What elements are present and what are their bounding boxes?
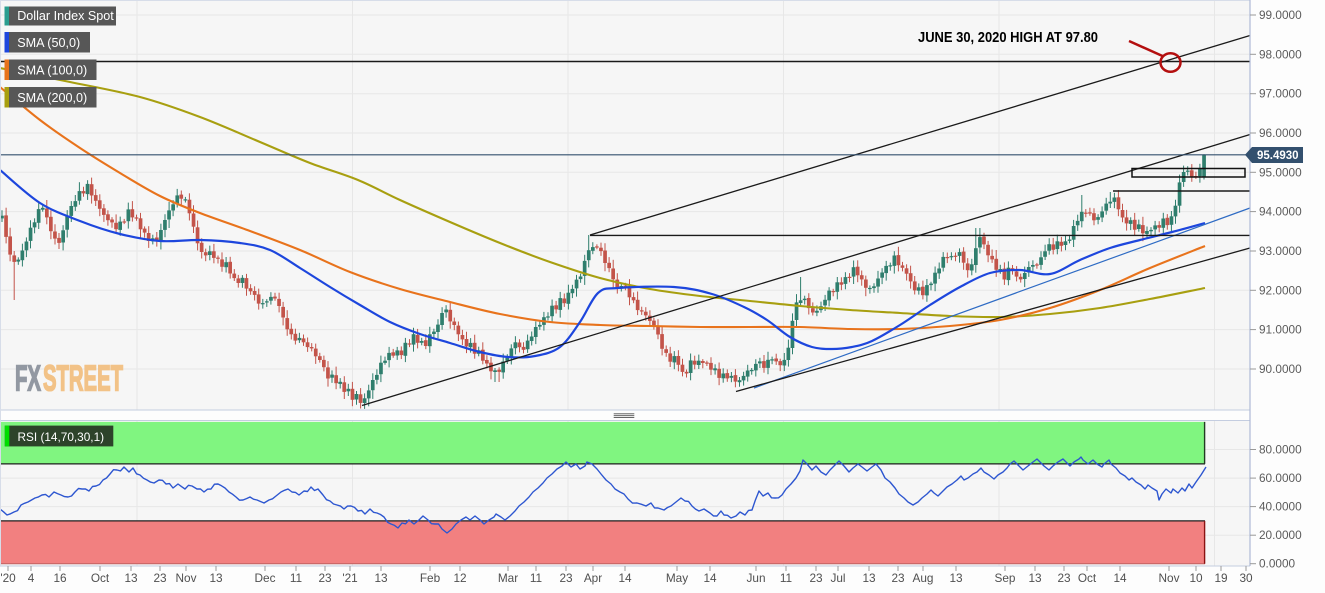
svg-text:23: 23 (559, 571, 573, 585)
svg-text:Feb: Feb (420, 571, 441, 585)
svg-text:11: 11 (530, 571, 542, 585)
svg-text:91.0000: 91.0000 (1259, 323, 1302, 337)
svg-text:90.0000: 90.0000 (1259, 362, 1302, 376)
svg-text:23: 23 (1057, 571, 1071, 585)
svg-text:0.0000: 0.0000 (1259, 557, 1296, 571)
svg-text:13: 13 (209, 571, 223, 585)
svg-text:60.0000: 60.0000 (1259, 471, 1302, 485)
svg-text:20.0000: 20.0000 (1259, 528, 1302, 542)
svg-text:'20: '20 (0, 571, 16, 585)
svg-text:SMA (50,0): SMA (50,0) (17, 36, 80, 50)
svg-text:97.0000: 97.0000 (1259, 87, 1302, 101)
svg-text:FX: FX (15, 358, 41, 399)
svg-text:23: 23 (891, 571, 905, 585)
svg-text:14: 14 (703, 571, 717, 585)
svg-text:Dec: Dec (255, 571, 276, 585)
svg-text:13: 13 (949, 571, 963, 585)
svg-text:Apr: Apr (584, 571, 602, 585)
svg-text:23: 23 (809, 571, 823, 585)
svg-text:99.0000: 99.0000 (1259, 8, 1302, 22)
svg-text:96.0000: 96.0000 (1259, 126, 1302, 140)
svg-text:Aug: Aug (913, 571, 934, 585)
svg-text:10: 10 (1189, 571, 1203, 585)
svg-text:May: May (666, 571, 688, 585)
svg-text:95.0000: 95.0000 (1259, 165, 1302, 179)
svg-text:SMA (100,0): SMA (100,0) (17, 64, 87, 78)
svg-text:JUNE 30, 2020 HIGH AT 97.80: JUNE 30, 2020 HIGH AT 97.80 (918, 30, 1098, 46)
svg-text:Oct: Oct (1078, 571, 1097, 585)
svg-text:80.0000: 80.0000 (1259, 443, 1302, 457)
svg-text:95.4930: 95.4930 (1257, 150, 1299, 162)
svg-text:92.0000: 92.0000 (1259, 283, 1302, 297)
svg-text:13: 13 (862, 571, 876, 585)
svg-text:STREET: STREET (43, 358, 123, 399)
svg-text:23: 23 (153, 571, 167, 585)
svg-text:11: 11 (290, 571, 302, 585)
svg-text:Mar: Mar (498, 571, 518, 585)
svg-text:13: 13 (1028, 571, 1042, 585)
svg-text:19: 19 (1214, 571, 1227, 585)
svg-text:Oct: Oct (91, 571, 110, 585)
svg-text:93.0000: 93.0000 (1259, 244, 1302, 258)
svg-text:4: 4 (28, 571, 35, 585)
svg-text:30: 30 (1239, 571, 1253, 585)
svg-text:40.0000: 40.0000 (1259, 500, 1302, 514)
svg-text:11: 11 (780, 571, 792, 585)
svg-text:23: 23 (318, 571, 332, 585)
svg-text:14: 14 (1113, 571, 1127, 585)
svg-text:Sep: Sep (995, 571, 1016, 585)
svg-text:Jul: Jul (830, 571, 845, 585)
svg-text:14: 14 (618, 571, 632, 585)
svg-text:13: 13 (374, 571, 388, 585)
svg-text:94.0000: 94.0000 (1259, 205, 1302, 219)
svg-text:16: 16 (53, 571, 67, 585)
svg-text:'21: '21 (342, 571, 357, 585)
svg-text:Dollar Index Spot: Dollar Index Spot (17, 9, 114, 23)
svg-text:Jun: Jun (746, 571, 765, 585)
svg-text:13: 13 (124, 571, 138, 585)
svg-text:SMA (200,0): SMA (200,0) (17, 91, 87, 105)
svg-text:98.0000: 98.0000 (1259, 47, 1302, 61)
svg-text:Nov: Nov (176, 571, 197, 585)
svg-text:Nov: Nov (1159, 571, 1180, 585)
svg-text:12: 12 (453, 571, 466, 585)
svg-text:RSI (14,70,30,1): RSI (14,70,30,1) (18, 430, 105, 444)
